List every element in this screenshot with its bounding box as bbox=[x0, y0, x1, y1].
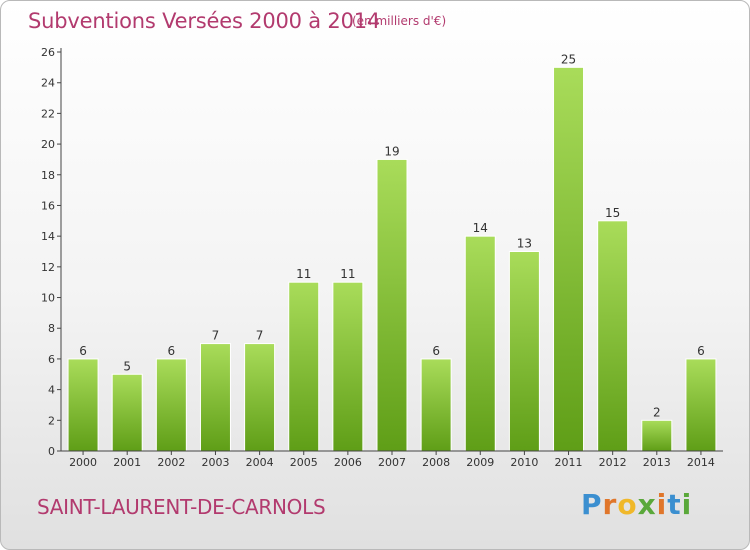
x-tick-label: 2010 bbox=[510, 456, 538, 469]
x-tick-label: 2011 bbox=[555, 456, 583, 469]
bar-2007 bbox=[376, 158, 408, 452]
value-label: 6 bbox=[79, 344, 87, 358]
y-tick-label: 8 bbox=[48, 322, 55, 335]
value-label: 25 bbox=[561, 52, 576, 66]
y-tick-label: 24 bbox=[41, 77, 55, 90]
y-tick-label: 18 bbox=[41, 169, 55, 182]
value-label: 15 bbox=[605, 206, 620, 220]
bar-2011 bbox=[553, 66, 585, 452]
y-tick-label: 4 bbox=[48, 384, 55, 397]
x-tick-label: 2009 bbox=[466, 456, 494, 469]
value-label: 19 bbox=[384, 144, 399, 158]
y-tick-label: 6 bbox=[48, 353, 55, 366]
chart-title: Subventions Versées 2000 à 2014 bbox=[28, 9, 381, 33]
x-tick-label: 2012 bbox=[599, 456, 627, 469]
bar-2008 bbox=[420, 358, 452, 452]
logo-letter: t bbox=[667, 488, 682, 521]
bar-2005 bbox=[288, 281, 320, 452]
y-tick-label: 2 bbox=[48, 414, 55, 427]
value-label: 2 bbox=[653, 405, 661, 419]
y-tick-label: 20 bbox=[41, 138, 55, 151]
bar-2002 bbox=[155, 358, 187, 452]
bar-2010 bbox=[508, 251, 540, 452]
chart-subtitle: (en milliers d'€) bbox=[352, 14, 447, 28]
bar-2009 bbox=[464, 235, 496, 452]
y-tick-label: 14 bbox=[41, 230, 55, 243]
bar-2006 bbox=[332, 281, 364, 452]
proxiti-logo: Proxiti bbox=[581, 488, 692, 521]
x-tick-label: 2006 bbox=[334, 456, 362, 469]
bar-2001 bbox=[111, 373, 143, 452]
y-tick-label: 0 bbox=[48, 445, 55, 458]
x-tick-label: 2005 bbox=[290, 456, 318, 469]
x-tick-label: 2001 bbox=[113, 456, 141, 469]
logo-letter: o bbox=[617, 488, 638, 521]
bar-2014 bbox=[685, 358, 717, 452]
logo-letter: r bbox=[602, 488, 618, 521]
bar-2003 bbox=[199, 343, 231, 452]
y-tick-label: 12 bbox=[41, 261, 55, 274]
bar-2004 bbox=[244, 343, 276, 452]
bar-2000 bbox=[67, 358, 99, 452]
x-tick-label: 2014 bbox=[687, 456, 715, 469]
value-label: 14 bbox=[473, 221, 488, 235]
value-label: 11 bbox=[340, 267, 355, 281]
y-tick-label: 22 bbox=[41, 107, 55, 120]
bar-2013 bbox=[641, 419, 673, 452]
x-tick-label: 2002 bbox=[157, 456, 185, 469]
x-tick-label: 2008 bbox=[422, 456, 450, 469]
value-label: 13 bbox=[517, 237, 532, 251]
logo-letter: P bbox=[581, 488, 603, 521]
value-label: 7 bbox=[212, 329, 220, 343]
value-label: 7 bbox=[256, 329, 264, 343]
x-tick-label: 2000 bbox=[69, 456, 97, 469]
x-tick-label: 2003 bbox=[201, 456, 229, 469]
logo-letter: x bbox=[637, 488, 657, 521]
y-tick-label: 26 bbox=[41, 46, 55, 59]
x-tick-label: 2013 bbox=[643, 456, 671, 469]
value-label: 6 bbox=[697, 344, 705, 358]
commune-name: SAINT-LAURENT-DE-CARNOLS bbox=[37, 495, 326, 519]
bar-2012 bbox=[597, 220, 629, 452]
logo-letter: i bbox=[656, 488, 668, 521]
logo-letter: i bbox=[681, 488, 693, 521]
value-label: 11 bbox=[296, 267, 311, 281]
x-tick-label: 2004 bbox=[246, 456, 274, 469]
y-tick-label: 10 bbox=[41, 292, 55, 305]
x-tick-label: 2007 bbox=[378, 456, 406, 469]
value-label: 5 bbox=[123, 359, 131, 373]
y-tick-label: 16 bbox=[41, 199, 55, 212]
value-label: 6 bbox=[432, 344, 440, 358]
value-label: 6 bbox=[168, 344, 176, 358]
